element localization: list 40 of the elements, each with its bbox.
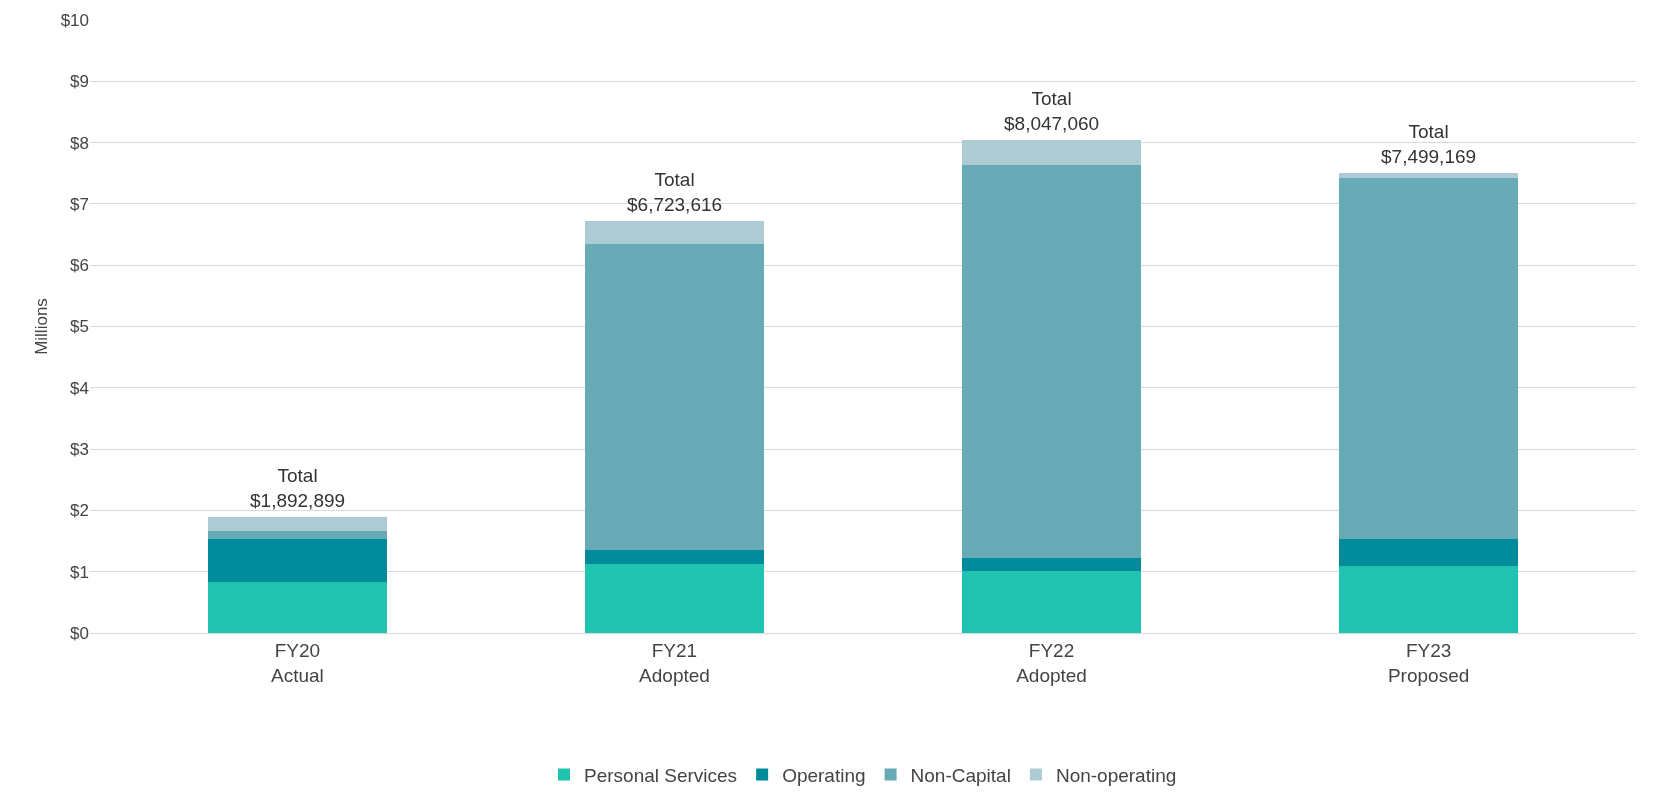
bar [207,582,387,633]
bar [584,221,765,244]
bar [961,165,1142,558]
bar [961,571,1142,633]
legend-label: Non-operating [1055,764,1177,786]
y-tick-label: $5 [70,317,89,337]
total-label: Total $8,047,060 [1004,88,1100,134]
y-tick-label: $7 [70,194,89,214]
bar [584,564,765,633]
x-tick-label: FY22 Adopted [1016,639,1087,686]
bar [1339,539,1519,566]
bar [1339,173,1519,179]
legend-label: Operating [782,764,866,786]
bar [584,550,765,565]
x-tick-label: FY21 Adopted [639,639,710,686]
bar [961,139,1142,166]
bar [961,557,1142,572]
y-tick-label: $1 [70,562,89,582]
y-tick-label: $4 [70,378,89,398]
total-label: Total $7,499,169 [1381,121,1477,167]
bar [584,243,765,551]
bar [207,538,387,583]
bar [207,517,387,531]
legend-label: Personal Services [584,764,738,786]
bar [1339,178,1519,540]
y-tick-label: $9 [70,72,89,92]
legend-label: Non-Capital [910,764,1011,786]
total-label: Total $1,892,899 [250,465,346,511]
y-tick-label: $0 [70,623,89,643]
y-axis-title: Millions [32,298,52,355]
y-tick-label: $2 [70,501,89,521]
total-label: Total $6,723,616 [627,169,723,215]
y-tick-label: $8 [70,133,89,153]
y-tick-label: $10 [60,10,89,30]
x-tick-label: FY23 Proposed [1387,639,1470,686]
x-tick-label: FY20 Actual [270,639,324,686]
y-tick-label: $3 [70,440,89,460]
bar [207,530,387,539]
bar [1339,565,1519,633]
y-tick-label: $6 [70,256,89,276]
